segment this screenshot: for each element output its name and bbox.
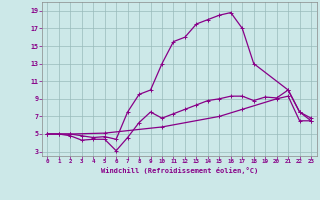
X-axis label: Windchill (Refroidissement éolien,°C): Windchill (Refroidissement éolien,°C) [100, 167, 258, 174]
